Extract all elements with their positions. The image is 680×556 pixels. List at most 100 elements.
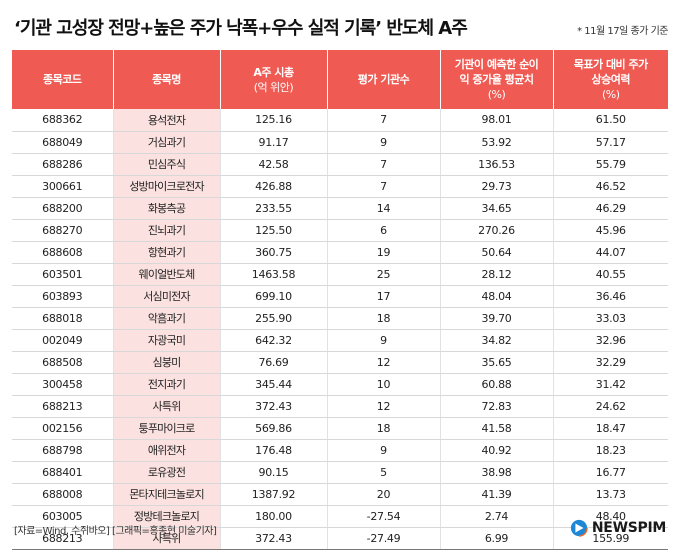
cell-code: 688286	[12, 153, 114, 176]
cell-institution-count: 12	[327, 351, 441, 374]
cell-name: 몬타지테크놀로지	[113, 483, 221, 506]
cell-upside: 57.17	[553, 131, 668, 154]
cell-code: 688508	[12, 351, 114, 374]
cell-institution-count: 9	[327, 439, 441, 462]
header-institution-count: 평가 기관수	[327, 50, 441, 109]
cell-name: 악흠과기	[113, 307, 221, 330]
table-row: 688362 용석전자 125.16 7 98.01 61.50	[12, 109, 668, 132]
cell-institution-count: 5	[327, 461, 441, 484]
cell-name: 웨이얼반도체	[113, 263, 221, 286]
cell-market-cap: 91.17	[220, 131, 328, 154]
cell-name: 거심과기	[113, 131, 221, 154]
cell-profit-growth: 39.70	[440, 307, 554, 330]
cell-name: 진뇌과기	[113, 219, 221, 242]
cell-market-cap: 372.43	[220, 527, 328, 550]
cell-code: 688362	[12, 109, 114, 132]
cell-code: 688018	[12, 307, 114, 330]
cell-institution-count: 10	[327, 373, 441, 396]
table-row: 688049 거심과기 91.17 9 53.92 57.17	[12, 131, 668, 154]
cell-code: 603005	[12, 505, 114, 528]
cell-profit-growth: 38.98	[440, 461, 554, 484]
cell-profit-growth: 2.74	[440, 505, 554, 528]
cell-market-cap: 42.58	[220, 153, 328, 176]
cell-profit-growth: 72.83	[440, 395, 554, 418]
cell-upside: 36.46	[553, 285, 668, 308]
cell-market-cap: 176.48	[220, 439, 328, 462]
cell-code: 688213	[12, 527, 114, 550]
cell-name: 전지과기	[113, 373, 221, 396]
cell-code: 688608	[12, 241, 114, 264]
cell-institution-count: 6	[327, 219, 441, 242]
table-row: 688798 애위전자 176.48 9 40.92 18.23	[12, 439, 668, 462]
table-body: 688362 용석전자 125.16 7 98.01 61.50 688049 거심과기 91.…	[12, 109, 668, 550]
table-row: 002049 자광국미 642.32 9 34.82 32.96	[12, 329, 668, 352]
cell-upside: 40.55	[553, 263, 668, 286]
cell-code: 688200	[12, 197, 114, 220]
cell-profit-growth: 136.53	[440, 153, 554, 176]
cell-institution-count: 18	[327, 307, 441, 330]
table-row: 002156 퉁푸마이크로 569.86 18 41.58 18.47	[12, 417, 668, 440]
cell-code: 688213	[12, 395, 114, 418]
cell-institution-count: 20	[327, 483, 441, 506]
cell-market-cap: 1387.92	[220, 483, 328, 506]
cell-profit-growth: 41.39	[440, 483, 554, 506]
cell-code: 603501	[12, 263, 114, 286]
cell-name: 로유광전	[113, 461, 221, 484]
data-table-container: 종목코드 종목명 A주 시총 (억 위안) 평가 기관수 기관이 예측한 순이익 …	[12, 50, 668, 550]
cell-code: 688798	[12, 439, 114, 462]
cell-name: 자광국미	[113, 329, 221, 352]
cell-upside: 24.62	[553, 395, 668, 418]
cell-upside: 13.73	[553, 483, 668, 506]
cell-upside: 33.03	[553, 307, 668, 330]
cell-market-cap: 125.16	[220, 109, 328, 132]
cell-institution-count: -27.54	[327, 505, 441, 528]
cell-institution-count: 25	[327, 263, 441, 286]
cell-upside: 46.52	[553, 175, 668, 198]
cell-profit-growth: 35.65	[440, 351, 554, 374]
cell-profit-growth: 34.82	[440, 329, 554, 352]
newspim-logo-text: NEWSPIM	[591, 520, 666, 536]
cell-market-cap: 90.15	[220, 461, 328, 484]
cell-market-cap: 125.50	[220, 219, 328, 242]
cell-code: 300661	[12, 175, 114, 198]
cell-market-cap: 233.55	[220, 197, 328, 220]
table-row: 300661 성방마이크로전자 426.88 7 29.73 46.52	[12, 175, 668, 198]
table-row: 688401 로유광전 90.15 5 38.98 16.77	[12, 461, 668, 484]
cell-profit-growth: 29.73	[440, 175, 554, 198]
cell-upside: 61.50	[553, 109, 668, 132]
table-header-row: 종목코드 종목명 A주 시총 (억 위안) 평가 기관수 기관이 예측한 순이익 …	[12, 50, 668, 109]
header-name: 종목명	[113, 50, 221, 109]
cell-code: 688401	[12, 461, 114, 484]
cell-name: 항현과기	[113, 241, 221, 264]
cell-profit-growth: 270.26	[440, 219, 554, 242]
cell-profit-growth: 41.58	[440, 417, 554, 440]
stock-table: 종목코드 종목명 A주 시총 (억 위안) 평가 기관수 기관이 예측한 순이익 …	[12, 50, 668, 550]
cell-institution-count: 9	[327, 329, 441, 352]
header-market-cap: A주 시총 (억 위안)	[220, 50, 328, 109]
cell-upside: 55.79	[553, 153, 668, 176]
cell-upside: 46.29	[553, 197, 668, 220]
date-note: * 11월 17일 종가 기준	[577, 26, 668, 37]
cell-upside: 31.42	[553, 373, 668, 396]
cell-name: 서심미전자	[113, 285, 221, 308]
cell-code: 002049	[12, 329, 114, 352]
page-title: ‘기관 고성장 전망+높은 주가 낙폭+우수 실적 기록’ 반도체 A주	[14, 18, 468, 39]
cell-market-cap: 642.32	[220, 329, 328, 352]
cell-institution-count: 7	[327, 153, 441, 176]
cell-name: 민심주식	[113, 153, 221, 176]
cell-market-cap: 345.44	[220, 373, 328, 396]
cell-profit-growth: 34.65	[440, 197, 554, 220]
cell-profit-growth: 53.92	[440, 131, 554, 154]
cell-market-cap: 360.75	[220, 241, 328, 264]
cell-profit-growth: 60.88	[440, 373, 554, 396]
cell-code: 688049	[12, 131, 114, 154]
newspim-logo-icon	[570, 519, 588, 537]
cell-name: 용석전자	[113, 109, 221, 132]
newspim-logo: NEWSPIM	[570, 519, 666, 537]
cell-institution-count: 7	[327, 109, 441, 132]
cell-market-cap: 699.10	[220, 285, 328, 308]
table-row: 688508 심붕미 76.69 12 35.65 32.29	[12, 351, 668, 374]
cell-market-cap: 255.90	[220, 307, 328, 330]
cell-name: 퉁푸마이크로	[113, 417, 221, 440]
table-row: 688286 민심주식 42.58 7 136.53 55.79	[12, 153, 668, 176]
